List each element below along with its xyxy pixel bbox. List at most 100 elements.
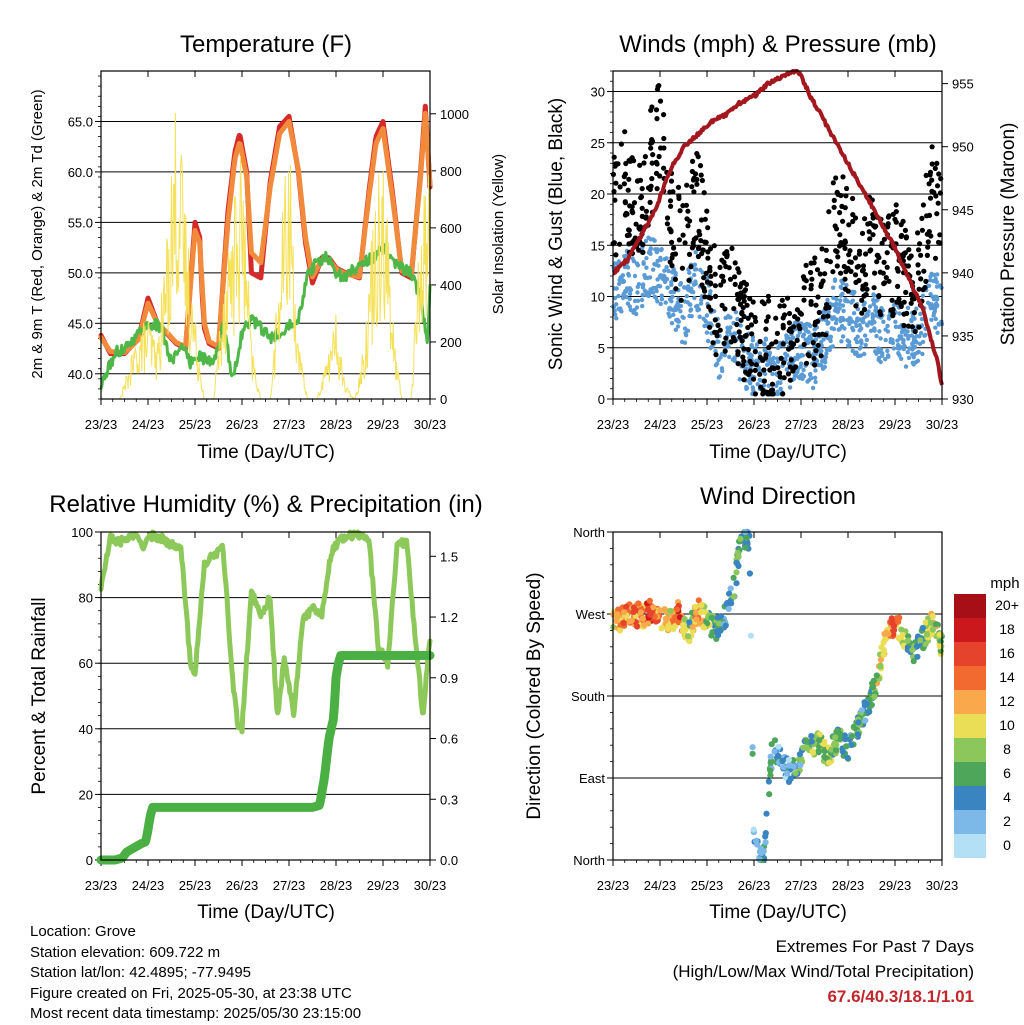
winds-point-gust xyxy=(886,213,892,219)
winds-point-wind xyxy=(849,300,854,305)
winds-series-pressure xyxy=(612,69,944,386)
winds-point-gust xyxy=(777,303,783,309)
winds-point-gust xyxy=(760,357,766,363)
direction-point xyxy=(742,544,749,551)
winds-point-gust xyxy=(852,272,859,278)
winds-point-gust xyxy=(812,255,818,261)
winds-point-gust xyxy=(702,294,708,300)
humidity-y2-tick-label: 1.5 xyxy=(440,549,458,564)
winds-point-gust xyxy=(902,227,909,233)
winds-point-gust xyxy=(794,337,800,343)
winds-point-gust xyxy=(837,210,843,216)
winds-point-gust xyxy=(889,297,895,303)
winds-point-gust xyxy=(827,259,834,265)
winds-point-wind xyxy=(678,281,684,286)
direction-point xyxy=(673,606,681,613)
winds-point-wind xyxy=(915,350,920,355)
winds-point-wind xyxy=(750,385,755,390)
direction-point xyxy=(898,626,905,633)
direction-point xyxy=(749,744,756,751)
winds-point-gust xyxy=(637,162,643,168)
winds-point-gust xyxy=(712,317,718,323)
winds-point-wind xyxy=(831,326,837,332)
winds-point-gust xyxy=(766,391,772,397)
winds-point-gust xyxy=(818,353,824,359)
direction-point xyxy=(657,607,664,614)
winds-point-wind xyxy=(905,305,911,311)
direction-point xyxy=(658,625,665,632)
humidity-y-tick-label: 100 xyxy=(71,525,93,540)
winds-point-gust xyxy=(916,324,922,330)
winds-point-wind xyxy=(933,316,938,322)
winds-point-gust xyxy=(836,243,843,249)
winds-point-wind xyxy=(616,259,622,264)
winds-point-gust xyxy=(707,324,713,330)
direction-point xyxy=(641,621,648,629)
direction-point xyxy=(854,731,862,738)
winds-point-gust xyxy=(735,361,741,367)
winds-point-gust xyxy=(673,286,679,292)
winds-point-wind xyxy=(673,327,678,332)
winds-point-wind xyxy=(757,351,763,356)
winds-point-gust xyxy=(737,334,743,340)
winds-point-wind xyxy=(689,314,694,319)
winds-point-gust xyxy=(723,335,729,341)
direction-point xyxy=(790,763,797,770)
direction-point xyxy=(914,653,921,660)
winds-point-gust xyxy=(765,293,772,299)
winds-point-wind xyxy=(682,285,687,290)
winds-point-wind xyxy=(841,308,846,314)
direction-point xyxy=(917,637,924,644)
winds-point-wind xyxy=(634,261,640,266)
winds-point-gust xyxy=(750,376,757,382)
winds-point-gust xyxy=(840,174,846,180)
winds-point-gust xyxy=(867,220,873,226)
temperature-y-tick-label: 60.0 xyxy=(68,165,93,180)
winds-point-gust xyxy=(915,230,921,236)
winds-point-wind xyxy=(792,373,798,378)
winds-point-gust xyxy=(863,292,869,298)
direction-point xyxy=(861,699,868,706)
winds-point-wind xyxy=(673,273,678,278)
direction-point xyxy=(843,743,850,750)
winds-point-wind xyxy=(811,352,816,357)
winds-point-wind xyxy=(834,306,839,311)
winds-point-gust xyxy=(746,371,752,377)
legend-swatch xyxy=(954,666,986,690)
winds-point-wind xyxy=(878,336,883,341)
winds-point-gust xyxy=(859,310,865,316)
direction-point xyxy=(727,585,734,592)
winds-x-tick-label: 23/23 xyxy=(597,417,630,432)
direction-point xyxy=(866,708,873,715)
winds-point-wind xyxy=(632,308,637,313)
direction-point xyxy=(899,631,906,639)
direction-point xyxy=(695,597,702,604)
winds-point-wind xyxy=(881,319,886,324)
winds-point-wind xyxy=(870,315,875,320)
winds-point-gust xyxy=(884,264,890,270)
winds-point-wind xyxy=(685,300,690,305)
winds-point-wind xyxy=(665,285,670,290)
winds-point-gust xyxy=(895,283,901,289)
winds-point-wind xyxy=(844,282,849,288)
winds-point-gust xyxy=(788,357,794,363)
winds-point-wind xyxy=(785,353,790,358)
winds-point-gust xyxy=(698,172,704,178)
direction-point xyxy=(623,603,630,610)
winds-point-wind xyxy=(843,298,848,304)
winds-point-wind xyxy=(730,357,736,362)
winds-point-gust xyxy=(649,160,655,166)
humidity-y2-tick-label: 0.6 xyxy=(440,732,458,747)
winds-point-wind xyxy=(920,351,925,357)
direction-point xyxy=(743,535,750,542)
temperature-y-tick-label: 40.0 xyxy=(68,367,93,382)
winds-point-gust xyxy=(780,341,786,347)
winds-point-wind xyxy=(754,342,760,347)
winds-point-gust xyxy=(932,255,939,261)
winds-point-gust xyxy=(753,362,760,368)
winds-point-gust xyxy=(664,215,671,221)
winds-point-wind xyxy=(805,340,811,346)
winds-point-gust xyxy=(801,341,807,348)
direction-point xyxy=(839,748,847,755)
winds-y2-tick-label: 955 xyxy=(952,77,974,92)
